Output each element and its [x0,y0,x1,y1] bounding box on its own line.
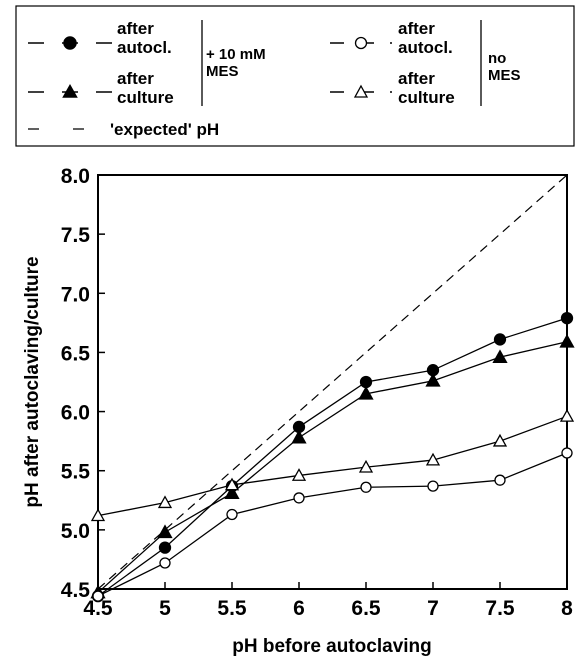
legend-label-expected: 'expected' pH [110,120,219,139]
nomes_culture-point [358,459,374,473]
mes_culture-point [425,372,441,387]
legend-label-mes-culture-2: culture [117,88,174,107]
legend-group-mes-2: MES [206,63,239,80]
x-tick-label: 5.5 [217,597,247,620]
x-tick-label: 5 [159,597,171,620]
mes_culture-line [97,341,568,594]
nomes_culture-point [157,495,173,509]
legend-marker-nomes-culture [353,84,369,98]
nomes_autocl-point [427,480,439,492]
y-tick-label: 5.0 [61,520,90,543]
nomes_culture-point [425,452,441,466]
legend-label-nomes-autocl-2: autocl. [398,38,453,57]
legend-box [15,5,575,147]
x-tick-label: 6 [293,597,305,620]
x-tick-label: 7 [427,597,439,620]
y-tick-label: 8.0 [61,165,90,188]
mes_autocl-point [560,311,574,325]
y-axis-label: pH after autoclaving/culture [22,256,43,507]
y-axis: 4.5 5.0 5.5 6.0 6.5 7.0 7.5 8.0 [61,165,105,602]
nomes_autocl-line [97,452,568,597]
y-tick-label: 6.0 [61,402,90,425]
legend-group-mes-1: + 10 mM [206,46,266,63]
legend: after autocl. after culture + 10 mM MES … [15,5,575,147]
y-tick-label: 6.5 [61,342,91,365]
x-axis: 4.5 5 5.5 6 6.5 7 7.5 8 [83,582,573,620]
legend-label-mes-autocl-1: after [117,19,154,38]
legend-group-nomes-2: MES [488,67,521,84]
y-tick-label: 7.0 [61,283,90,306]
legend-label-mes-culture-1: after [117,69,154,88]
x-tick-label: 6.5 [351,597,381,620]
legend-marker-mes-autocl [63,36,77,50]
legend-label-mes-autocl-2: autocl. [117,38,172,57]
plot-frame [97,174,568,590]
nomes_autocl-point [561,447,573,459]
mes_culture-point [559,333,575,348]
mes_culture-point [157,524,173,539]
y-tick-label: 5.5 [61,461,91,484]
legend-group-nomes-1: no [488,50,506,67]
nomes_autocl-point [293,492,305,504]
nomes_culture-point [559,408,575,422]
legend-marker-mes-culture [62,83,78,98]
mes_culture-point [358,385,374,400]
mes_autocl-point [158,541,172,554]
nomes_autocl-point [92,590,104,602]
y-tick-label: 4.5 [61,579,91,602]
nomes_culture-point [291,468,307,481]
nomes_autocl-point [159,557,171,569]
x-tick-label: 4.5 [83,597,113,620]
legend-label-nomes-culture-2: culture [398,88,455,107]
mes_autocl-point [493,333,507,346]
x-axis-label: pH before autoclaving [232,636,432,657]
nomes_autocl-point [226,508,238,521]
x-tick-label: 8 [561,597,573,620]
legend-label-nomes-autocl-1: after [398,19,435,38]
nomes_autocl-point [360,481,372,493]
plot-area: 4.5 5 5.5 6 6.5 7 7.5 8 4.5 5.0 5.5 6.0 6.5 7.0 7.5 8.… [61,165,575,620]
series-layer [90,174,575,603]
mes_autocl-line [97,317,568,597]
mes_culture-point [492,349,508,364]
expected-line [97,174,568,590]
nomes_culture-line [97,415,568,517]
mes_culture-point [224,485,240,500]
nomes_autocl-point [494,474,506,486]
legend-marker-nomes-autocl [354,36,368,50]
nomes_culture-point [90,508,106,522]
mes_culture-point [291,429,307,444]
nomes_culture-point [224,477,240,491]
nomes_culture-point [492,433,508,447]
x-tick-label: 7.5 [485,597,515,620]
legend-label-nomes-culture-1: after [398,69,435,88]
y-tick-label: 7.5 [61,224,91,247]
mes_autocl-point [359,375,373,389]
